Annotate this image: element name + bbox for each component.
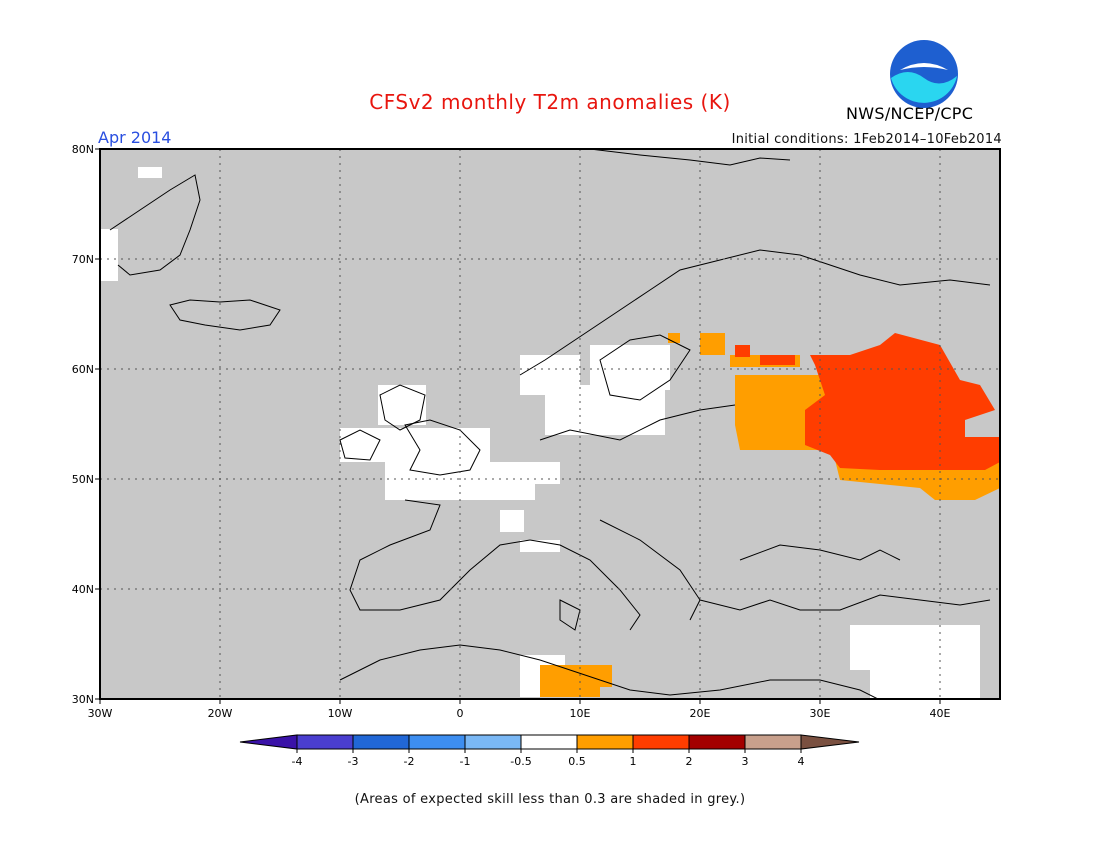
y-tick-label: 60N xyxy=(72,363,94,376)
axis-ticks xyxy=(95,148,941,704)
colorbar-swatch xyxy=(520,734,578,750)
colorbar-label: 1 xyxy=(630,755,637,768)
y-tick-label: 50N xyxy=(72,473,94,486)
x-tick-label: 10E xyxy=(570,707,591,720)
colorbar-labels: -4 -3 -2 -1 -0.5 0.5 1 2 3 4 xyxy=(292,749,805,768)
coastlines xyxy=(109,149,991,699)
anomaly-shading xyxy=(100,167,1000,698)
agency-label: NWS/NCEP/CPC xyxy=(846,104,974,123)
y-tick-label: 30N xyxy=(72,693,94,706)
colorbar-swatch xyxy=(744,734,802,750)
forecast-period: Apr 2014 xyxy=(98,128,172,147)
x-tick-label: 20E xyxy=(690,707,711,720)
y-tick-label: 40N xyxy=(72,583,94,596)
colorbar-label: 0.5 xyxy=(568,755,586,768)
initial-conditions: Initial conditions: 1Feb2014–10Feb2014 xyxy=(731,132,1002,147)
colorbar-swatch xyxy=(239,734,298,750)
y-axis-labels: 80N 70N 60N 50N 40N 30N xyxy=(72,143,94,706)
colorbar-swatch xyxy=(632,734,690,750)
colorbar-label: 4 xyxy=(798,755,805,768)
colorbar-label: -3 xyxy=(348,755,359,768)
colorbar-swatch xyxy=(408,734,466,750)
grid-lines xyxy=(100,149,1000,699)
colorbar-swatch xyxy=(296,734,354,750)
colorbar-label: -4 xyxy=(292,755,303,768)
colorbar-swatch xyxy=(464,734,522,750)
colorbar-label: -1 xyxy=(460,755,471,768)
colorbar-label: 2 xyxy=(686,755,693,768)
x-axis-labels: 30W 20W 10W 0 10E 20E 30E 40E xyxy=(88,707,951,720)
x-tick-label: 40E xyxy=(930,707,951,720)
y-tick-label: 80N xyxy=(72,143,94,156)
x-tick-label: 0 xyxy=(457,707,464,720)
x-tick-label: 10W xyxy=(328,707,353,720)
colorbar-label: -0.5 xyxy=(510,755,531,768)
anomaly-region-1-2 xyxy=(735,333,1000,470)
skill-note: (Areas of expected skill less than 0.3 a… xyxy=(354,792,746,807)
x-tick-label: 20W xyxy=(208,707,233,720)
chart-title: CFSv2 monthly T2m anomalies (K) xyxy=(369,90,731,114)
x-tick-label: 30W xyxy=(88,707,113,720)
colorbar-swatch xyxy=(352,734,410,750)
colorbar-label: -2 xyxy=(404,755,415,768)
x-tick-label: 30E xyxy=(810,707,831,720)
near-normal-region xyxy=(100,167,980,698)
colorbar-swatch xyxy=(576,734,634,750)
colorbar-label: 3 xyxy=(742,755,749,768)
map-frame xyxy=(99,148,1001,700)
y-tick-label: 70N xyxy=(72,253,94,266)
noaa-logo xyxy=(890,40,958,108)
colorbar-swatch xyxy=(800,734,860,750)
colorbar xyxy=(239,734,860,750)
colorbar-swatch xyxy=(688,734,746,750)
